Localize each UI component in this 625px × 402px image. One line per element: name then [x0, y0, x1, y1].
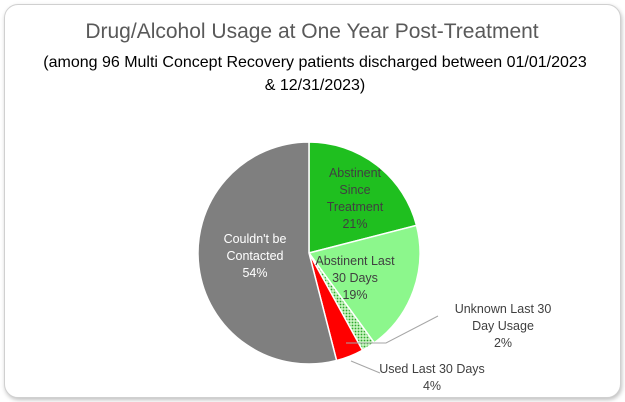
- slice-label-2: Unknown Last 30 Day Usage 2%: [455, 302, 552, 350]
- leader-line-3: [350, 360, 381, 374]
- slice-labels: Abstinent Since Treatment 21% Abstinent Last…: [224, 166, 552, 393]
- slice-label-3: Used Last 30 Days 4%: [379, 362, 485, 393]
- chart-title: Drug/Alcohol Usage at One Year Post-Trea…: [85, 20, 538, 43]
- pie-slices: [197, 141, 421, 365]
- slice-label-1: Abstinent Last 30 Days 19%: [315, 254, 395, 302]
- pie-slice-0: [308, 141, 418, 254]
- pie-slice-1: [307, 224, 421, 344]
- leader-line-2: [346, 315, 439, 344]
- pie-slice-4: [197, 141, 338, 365]
- chart-subtitle-line-1: (among 96 Multi Concept Recovery patient…: [43, 54, 587, 71]
- chart-subtitle-line-2: & 12/31/2023): [265, 77, 366, 94]
- slice-label-0: Abstinent Since Treatment 21%: [327, 166, 384, 231]
- leader-lines: [346, 315, 439, 374]
- slice-label-4: Couldn't be Contacted 54%: [224, 232, 287, 280]
